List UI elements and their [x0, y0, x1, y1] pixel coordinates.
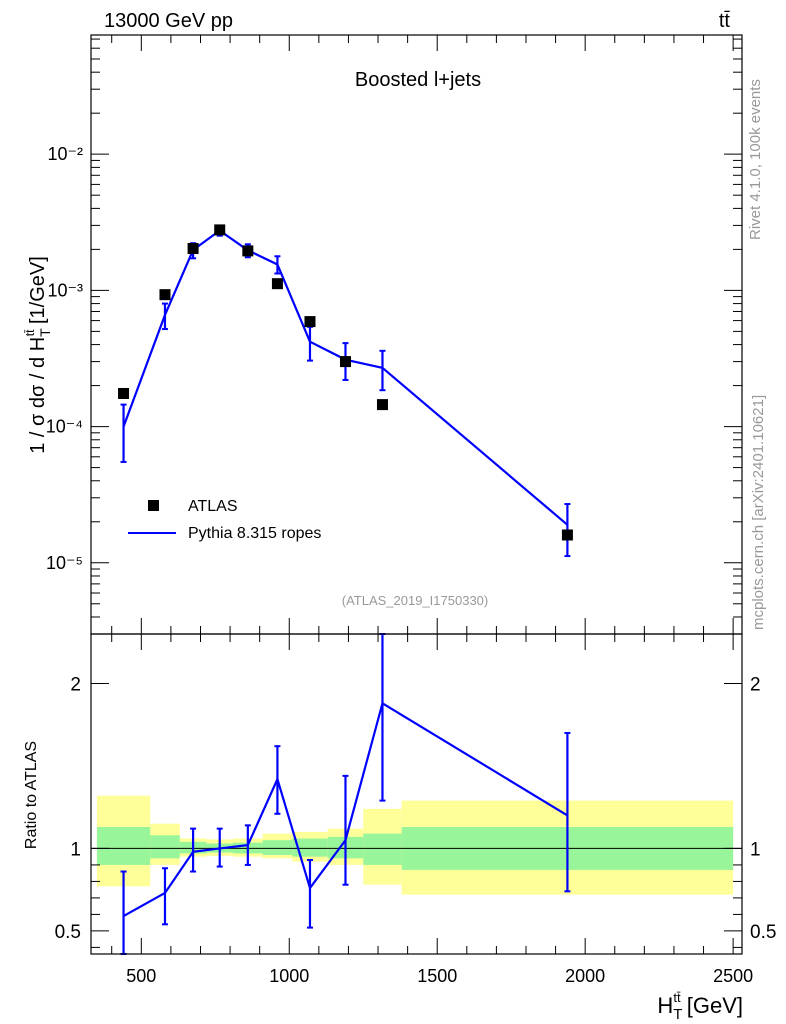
ratio-y-tick-label-left: 2: [70, 674, 81, 695]
ratio-panel: 500 1000 1500 2000 2500 0.5 0.5 1 1 2 2 Ratio to A…: [23, 633, 776, 1023]
rivet-version-label: Rivet 4.1.0, 100k events: [747, 79, 764, 240]
ratio-ylabel: Ratio to ATLAS: [23, 741, 40, 849]
ratio-y-tick-label-right: 2: [750, 674, 761, 695]
atlas-data-point: [271, 278, 283, 290]
mcplots-label: mcplots.cern.ch [arXiv:2401.10621]: [750, 395, 767, 630]
ratio-band-inner: [96, 826, 151, 865]
atlas-data-point: [214, 224, 226, 236]
ratio-band-inner: [150, 835, 180, 859]
ratio-y-tick-label-right: 1: [750, 839, 761, 860]
ratio-band-inner: [262, 840, 293, 856]
ratio-ticks: 500 1000 1500 2000 2500 0.5 0.5 1 1 2 2: [55, 634, 776, 986]
ratio-band-inner: [363, 833, 402, 865]
main-y-tick-label: 10⁻⁵: [46, 553, 83, 573]
atlas-data-point: [118, 387, 130, 399]
main-y-tick-label: 10⁻³: [47, 280, 83, 300]
atlas-data-point: [376, 399, 388, 411]
ratio-x-tick-label: 1000: [269, 966, 309, 986]
main-panel: 10⁻⁵ 10⁻⁴ 10⁻³ 10⁻² Boosted l+jets (ATLAS_2…: [23, 34, 743, 635]
legend-atlas-marker: [148, 500, 159, 511]
energy-label: 13000 GeV pp: [104, 10, 233, 32]
legend-pythia-label: Pythia 8.315 ropes: [188, 525, 321, 542]
ratio-y-tick-label-right: 0.5: [750, 922, 776, 943]
atlas-data-point: [561, 529, 573, 541]
atlas-data-point: [187, 243, 199, 255]
main-frame: [90, 34, 743, 635]
ratio-frame: [90, 633, 743, 955]
atlas-data-point: [242, 245, 254, 257]
main-ylabel: 1 / σ dσ / d HTtt̄ [1/GeV]: [23, 256, 53, 454]
main-ticks: 10⁻⁵ 10⁻⁴ 10⁻³ 10⁻²: [46, 35, 742, 635]
ratio-y-tick-label-left: 0.5: [55, 922, 81, 943]
main-y-tick-label: 10⁻²: [47, 144, 83, 164]
ratio-x-tick-label: 2000: [565, 966, 605, 986]
ratio-pythia-line: [123, 701, 568, 918]
ratio-x-tick-label: 1500: [417, 966, 457, 986]
pythia-line: [122, 229, 569, 526]
ratio-xlabel: HTtt̄ [GeV]: [657, 990, 743, 1023]
main-y-tick-label: 10⁻⁴: [46, 417, 83, 437]
ratio-x-tick-label: 500: [126, 966, 156, 986]
atlas-data-point: [339, 356, 351, 368]
ratio-y-tick-label-left: 1: [70, 839, 81, 860]
process-label: tt̄: [719, 10, 731, 32]
atlas-data-point: [304, 316, 316, 328]
legend: ATLAS Pythia 8.315 ropes: [128, 498, 321, 542]
main-title: Boosted l+jets: [355, 69, 481, 91]
analysis-label: (ATLAS_2019_I1750330): [342, 593, 488, 608]
legend-atlas-label: ATLAS: [188, 498, 238, 515]
ratio-band-inner: [292, 838, 328, 857]
ratio-x-tick-label: 2500: [713, 966, 753, 986]
atlas-data-point: [159, 289, 171, 301]
